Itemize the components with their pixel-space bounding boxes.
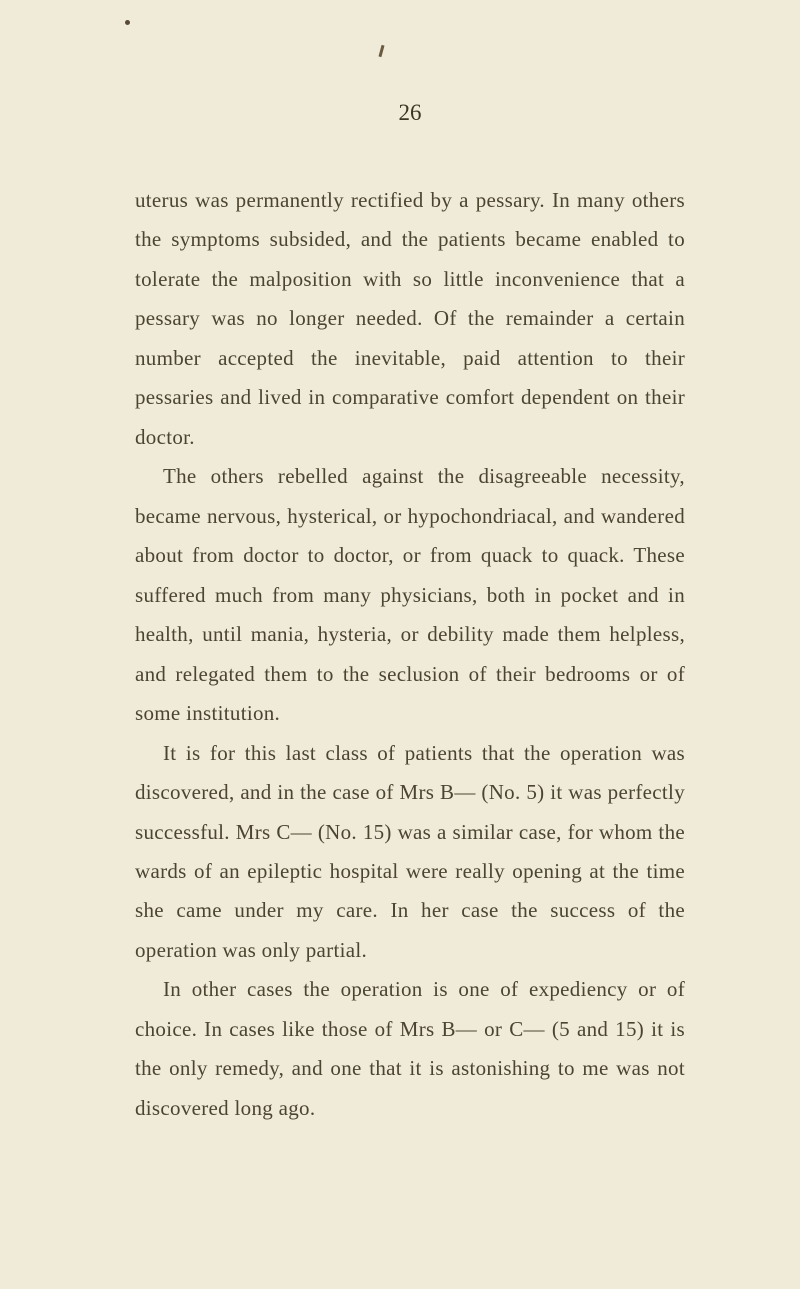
- page-spot-mark: [125, 20, 130, 25]
- body-text: uterus was permanently rectified by a pe…: [135, 181, 685, 1128]
- paragraph: The others rebelled against the disagree…: [135, 457, 685, 733]
- page-number: 26: [135, 100, 685, 126]
- paragraph: uterus was permanently rectified by a pe…: [135, 181, 685, 457]
- paragraph: In other cases the operation is one of e…: [135, 970, 685, 1128]
- paragraph: It is for this last class of patients th…: [135, 734, 685, 971]
- page-container: 26 uterus was permanently rectified by a…: [0, 0, 800, 1188]
